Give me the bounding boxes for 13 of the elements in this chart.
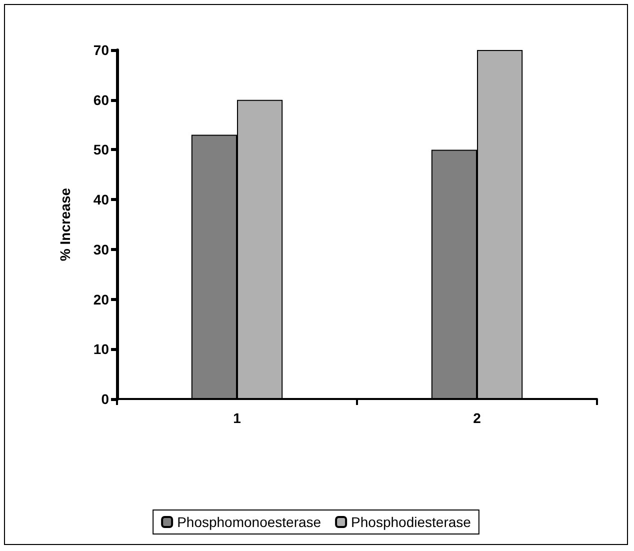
y-tick-label: 50: [93, 142, 110, 158]
y-tick-label: 20: [93, 291, 110, 308]
y-tick-label: 10: [93, 341, 110, 358]
y-tick-label: 70: [93, 42, 110, 58]
x-tick-label: 1: [233, 410, 242, 426]
y-axis-title: % Increase: [57, 188, 73, 262]
y-tick-label: 30: [93, 241, 110, 258]
y-tick-label: 0: [101, 391, 110, 407]
x-tick-label: 2: [473, 410, 482, 426]
y-tick-label: 60: [93, 92, 110, 108]
legend-label: Phosphodiesterase: [351, 514, 472, 530]
y-tick-label: 40: [93, 192, 110, 208]
legend-label: Phosphomonoesterase: [177, 514, 322, 530]
